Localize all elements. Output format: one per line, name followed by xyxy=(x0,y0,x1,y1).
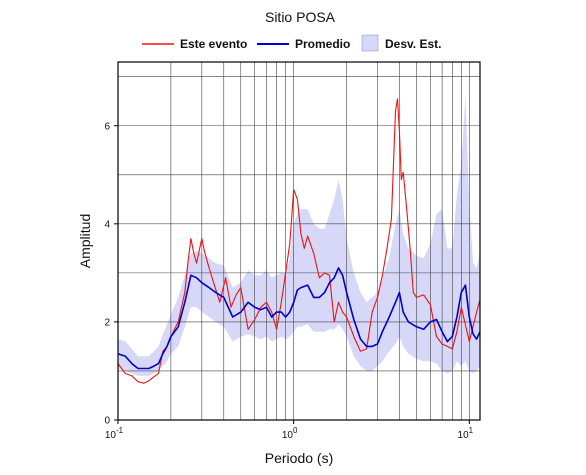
y-tick-label: 6 xyxy=(104,121,110,132)
x-axis-label: Periodo (s) xyxy=(265,450,333,466)
legend-mean-label: Promedio xyxy=(295,37,350,51)
grid xyxy=(117,62,480,420)
x-tick-label: 10-1 xyxy=(105,426,124,441)
x-tick-label: 101 xyxy=(458,426,474,441)
y-tick-label: 0 xyxy=(104,416,110,427)
plot-frame xyxy=(117,61,481,421)
std-band xyxy=(118,96,480,376)
y-tick-label: 2 xyxy=(104,317,110,328)
x-tick-label: 100 xyxy=(282,426,298,441)
legend-event-label: Este evento xyxy=(180,37,247,51)
legend: Este evento Promedio Desv. Est. xyxy=(142,34,441,52)
tick-layer: 0 2 4 6 10-1 100 101 xyxy=(104,121,473,441)
std-band-layer xyxy=(118,96,480,376)
y-axis-label: Amplitud xyxy=(77,214,93,268)
mean-line xyxy=(118,267,480,370)
y-tick-label: 4 xyxy=(104,219,110,230)
legend-std-swatch xyxy=(361,34,379,52)
legend-std-label: Desv. Est. xyxy=(385,37,441,51)
series-layer xyxy=(118,98,480,384)
chart-title: Sitio POSA xyxy=(265,9,336,25)
event-line xyxy=(118,98,480,384)
